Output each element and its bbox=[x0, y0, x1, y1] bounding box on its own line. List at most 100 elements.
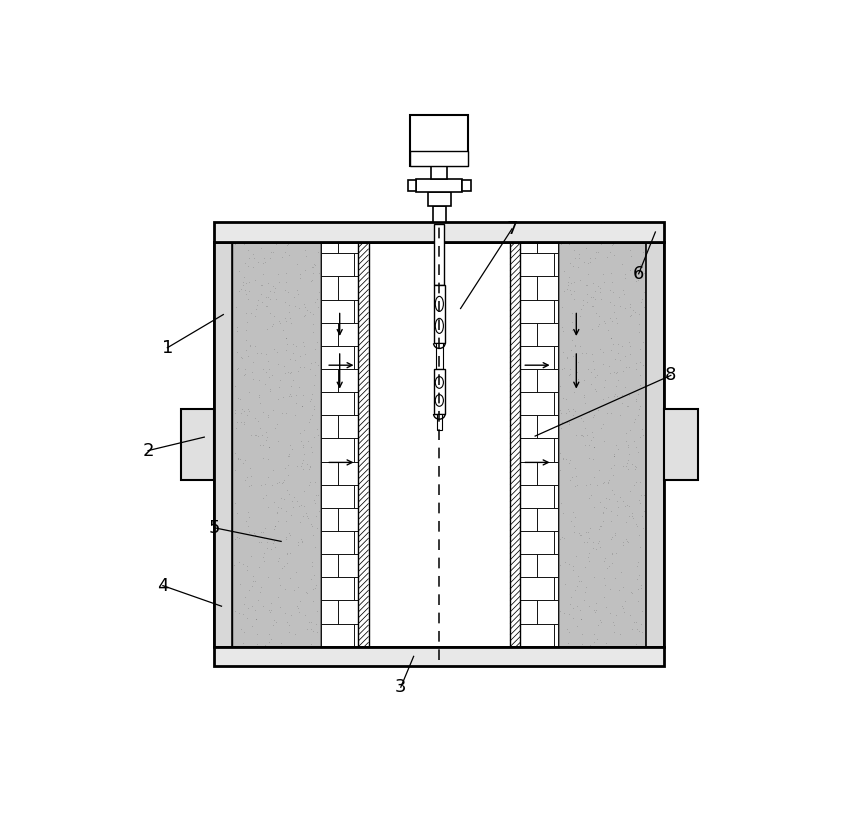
Point bbox=[298, 309, 311, 322]
Point bbox=[235, 416, 248, 429]
Point bbox=[597, 276, 611, 289]
Point bbox=[582, 451, 596, 464]
Point bbox=[271, 276, 285, 289]
Point bbox=[585, 300, 599, 313]
Point bbox=[245, 620, 259, 633]
Point bbox=[297, 499, 311, 513]
Point bbox=[623, 609, 637, 622]
Point bbox=[278, 283, 292, 296]
Bar bbox=[408, 180, 416, 191]
Point bbox=[557, 451, 570, 464]
Bar bbox=[338, 276, 358, 300]
Point bbox=[604, 331, 618, 345]
Point bbox=[607, 237, 620, 250]
Point bbox=[584, 521, 597, 534]
Point bbox=[571, 260, 585, 273]
Point bbox=[608, 387, 622, 400]
Point bbox=[589, 251, 603, 265]
Point bbox=[623, 263, 637, 276]
Point bbox=[282, 449, 295, 463]
Point bbox=[243, 428, 257, 441]
Point bbox=[300, 458, 314, 471]
Point bbox=[586, 290, 600, 303]
Point bbox=[243, 340, 256, 353]
Point bbox=[604, 406, 618, 419]
Point bbox=[610, 494, 624, 508]
Point bbox=[633, 431, 647, 444]
Point bbox=[283, 305, 296, 318]
Point bbox=[570, 366, 584, 379]
Point bbox=[581, 550, 595, 564]
Point bbox=[259, 478, 272, 491]
Point bbox=[579, 525, 592, 539]
Point bbox=[252, 373, 266, 387]
Bar bbox=[321, 241, 338, 253]
Point bbox=[258, 521, 271, 534]
Point bbox=[237, 608, 250, 621]
Point bbox=[262, 635, 276, 649]
Point bbox=[591, 317, 605, 331]
Point bbox=[562, 557, 575, 570]
Point bbox=[563, 367, 577, 381]
Point bbox=[300, 622, 313, 635]
Point bbox=[271, 418, 284, 431]
Point bbox=[231, 391, 244, 404]
Point bbox=[266, 536, 279, 549]
Point bbox=[554, 407, 568, 420]
Point bbox=[297, 509, 311, 523]
Point bbox=[237, 404, 251, 418]
Point bbox=[576, 293, 590, 306]
Bar bbox=[520, 276, 537, 300]
Point bbox=[633, 399, 647, 412]
Point bbox=[266, 368, 279, 382]
Point bbox=[242, 259, 255, 272]
Point bbox=[570, 478, 584, 492]
Point bbox=[606, 337, 620, 350]
Point bbox=[604, 515, 618, 529]
Point bbox=[580, 347, 593, 360]
Point bbox=[580, 278, 593, 291]
Point bbox=[593, 495, 607, 509]
Point bbox=[562, 456, 575, 469]
Point bbox=[249, 612, 263, 625]
Point bbox=[311, 301, 325, 314]
Point bbox=[611, 500, 625, 514]
Point bbox=[618, 605, 631, 618]
Point bbox=[634, 579, 648, 592]
Point bbox=[580, 536, 593, 549]
Point bbox=[229, 238, 243, 251]
Point bbox=[231, 506, 244, 519]
Point bbox=[609, 380, 623, 393]
Point bbox=[585, 347, 598, 360]
Point bbox=[311, 521, 324, 534]
Point bbox=[635, 604, 648, 617]
Point bbox=[306, 445, 319, 458]
Point bbox=[309, 617, 323, 630]
Point bbox=[629, 615, 643, 629]
Point bbox=[247, 251, 260, 265]
Point bbox=[256, 525, 270, 539]
Point bbox=[295, 535, 309, 549]
Bar bbox=[214, 222, 665, 241]
Point bbox=[597, 315, 611, 328]
Point bbox=[628, 415, 642, 428]
Point bbox=[274, 600, 288, 614]
Point bbox=[286, 443, 300, 456]
Point bbox=[305, 622, 318, 635]
Point bbox=[268, 541, 282, 554]
Point bbox=[607, 449, 620, 463]
Point bbox=[553, 403, 567, 417]
Point bbox=[291, 535, 305, 549]
Point bbox=[295, 534, 309, 548]
Point bbox=[231, 346, 244, 359]
Bar bbox=[410, 151, 468, 166]
Point bbox=[576, 414, 590, 428]
Point bbox=[308, 258, 322, 271]
Point bbox=[289, 339, 303, 352]
Point bbox=[231, 362, 245, 375]
Bar bbox=[321, 438, 355, 462]
Point bbox=[241, 350, 254, 363]
Point bbox=[596, 476, 609, 489]
Point bbox=[242, 525, 255, 539]
Point bbox=[608, 389, 621, 402]
